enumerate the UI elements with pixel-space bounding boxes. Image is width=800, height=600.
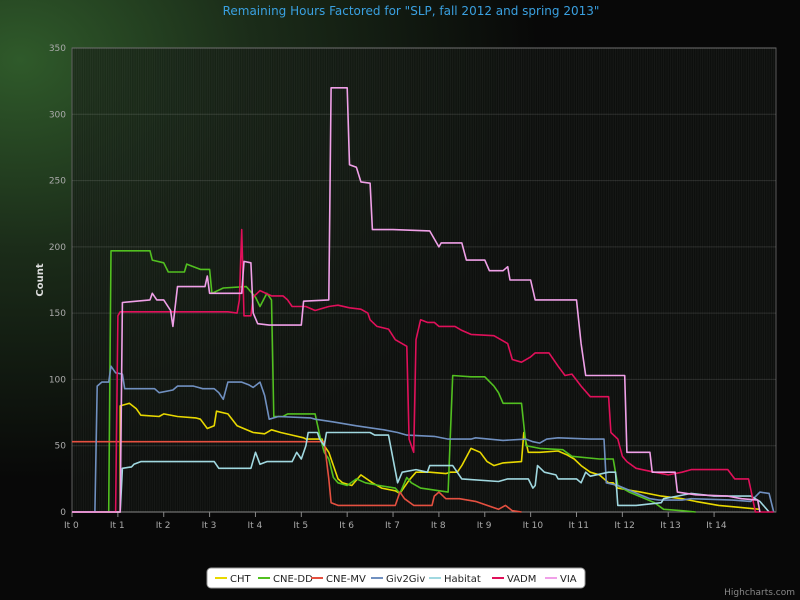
x-tick-label: It 8	[431, 521, 446, 531]
x-axis: It 0 It 1 It 2 It 3 It 4 It 5 It 6 It 7 It 8 It 9…	[64, 511, 776, 531]
legend-item-vadm[interactable]: VADM	[492, 574, 536, 585]
plot-area	[71, 47, 777, 513]
y-tick-label: 150	[49, 309, 66, 319]
x-tick-label: It 12	[614, 521, 635, 531]
x-tick-label: It 13	[660, 521, 681, 531]
grid-lines	[71, 47, 776, 513]
legend[interactable]: CHT CNE-DD CNE-MV Giv2Giv Habitat VADM VIA	[206, 567, 586, 589]
x-tick-label: It 10	[523, 521, 544, 531]
x-tick-label: It 14	[706, 521, 727, 531]
y-tick-label: 350	[49, 44, 66, 54]
legend-label: VADM	[507, 574, 536, 585]
x-tick-label: It 5	[293, 521, 308, 531]
series-lines	[72, 87, 775, 513]
x-tick-label: It 7	[385, 521, 400, 531]
legend-label: CHT	[230, 574, 252, 585]
y-tick-label: 250	[49, 177, 66, 187]
y-tick-label: 0	[60, 508, 66, 518]
legend-item-cne-dd[interactable]: CNE-DD	[258, 574, 313, 585]
x-tick-label: It 6	[339, 521, 354, 531]
y-axis-label: Count	[35, 263, 46, 296]
legend-item-via[interactable]: VIA	[545, 574, 577, 585]
y-tick-label: 100	[49, 375, 66, 385]
legend-item-giv2giv[interactable]: Giv2Giv	[371, 574, 425, 585]
legend-item-cne-mv[interactable]: CNE-MV	[311, 574, 366, 585]
series-line-cne-mv[interactable]	[72, 440, 522, 513]
legend-item-cht[interactable]: CHT	[215, 574, 252, 585]
y-tick-label: 300	[49, 110, 66, 120]
series-line-habitat[interactable]	[72, 431, 770, 513]
x-tick-label: It 2	[156, 521, 171, 531]
legend-label: VIA	[560, 574, 577, 585]
legend-box	[206, 567, 586, 589]
series-line-cht[interactable]	[72, 402, 760, 513]
y-axis: 0 50 100 150 200 250 300 350	[49, 44, 66, 518]
legend-item-habitat[interactable]: Habitat	[429, 574, 481, 585]
legend-label: Habitat	[444, 574, 481, 585]
y-tick-label: 50	[55, 442, 67, 452]
x-tick-label: It 1	[110, 521, 125, 531]
legend-label: Giv2Giv	[386, 574, 425, 585]
x-tick-label: It 4	[247, 521, 262, 531]
chart-title: Remaining Hours Factored for "SLP, fall …	[223, 4, 600, 18]
series-line-giv2giv[interactable]	[72, 365, 775, 513]
series-line-via[interactable]	[72, 87, 761, 513]
x-tick-label: It 9	[477, 521, 492, 531]
legend-label: CNE-MV	[326, 574, 366, 585]
series-line-cne-dd[interactable]	[72, 250, 696, 513]
credit-text[interactable]: Highcharts.com	[724, 588, 795, 598]
y-tick-label: 200	[49, 243, 66, 253]
x-tick-label: It 11	[568, 521, 589, 531]
x-tick-label: It 3	[202, 521, 217, 531]
x-tick-label: It 0	[64, 521, 79, 531]
series-line-vadm[interactable]	[72, 228, 774, 513]
legend-label: CNE-DD	[273, 574, 313, 585]
